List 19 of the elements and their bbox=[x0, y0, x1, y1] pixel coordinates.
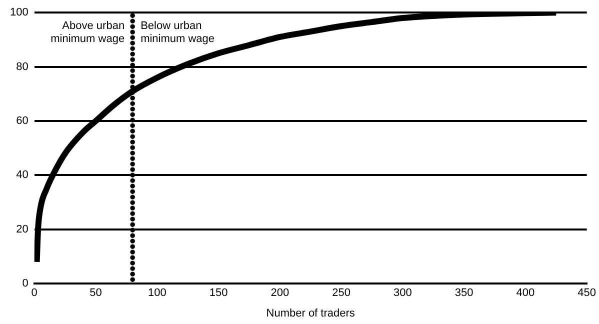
x-tick-label: 200 bbox=[270, 287, 290, 300]
y-tick-label: 40 bbox=[16, 169, 28, 182]
x-tick-label: 0 bbox=[31, 287, 38, 300]
x-tick-label: 250 bbox=[332, 287, 350, 300]
x-tick-label: 400 bbox=[516, 287, 535, 300]
x-tick-label: 50 bbox=[90, 287, 102, 300]
annotation: Below urban minimum wage bbox=[140, 20, 215, 46]
x-tick-label: 100 bbox=[148, 287, 166, 300]
y-tick-label: 100 bbox=[10, 6, 28, 19]
x-tick-label: 150 bbox=[209, 287, 228, 300]
y-tick-label: 80 bbox=[16, 60, 28, 73]
y-tick-label: 20 bbox=[16, 223, 28, 236]
x-tick-label: 300 bbox=[393, 287, 412, 300]
x-axis-title: Number of traders bbox=[266, 307, 356, 320]
x-tick-label: 350 bbox=[454, 287, 474, 300]
y-tick-label: 60 bbox=[16, 115, 28, 128]
y-tick-label: 0 bbox=[22, 278, 28, 290]
x-tick-label: 450 bbox=[578, 287, 596, 300]
annotation: Above urban minimum wage bbox=[50, 20, 125, 46]
